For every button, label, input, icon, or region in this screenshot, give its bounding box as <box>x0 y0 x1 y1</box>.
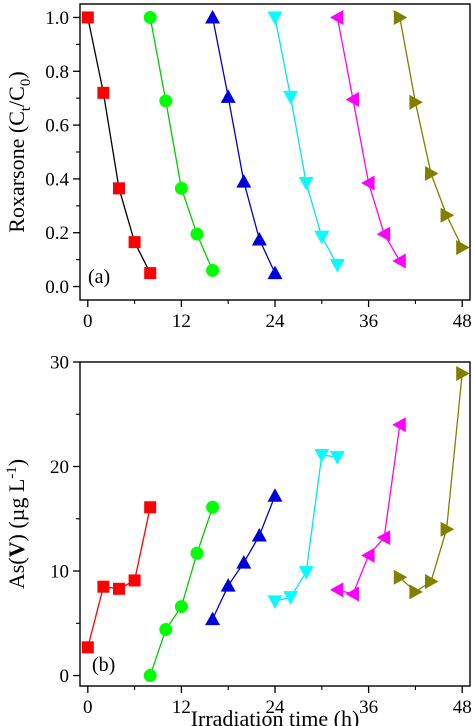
series-5-point <box>361 175 375 191</box>
x-tick-label: 36 <box>359 697 378 718</box>
series-3-line <box>211 17 276 274</box>
series-1-point <box>128 236 141 249</box>
x-tick-label: 12 <box>172 697 191 718</box>
series-1-point <box>81 11 94 24</box>
series-4-point <box>298 176 314 191</box>
series-5-point <box>376 226 391 242</box>
series-6-point <box>456 365 470 381</box>
series-3-point <box>236 555 252 569</box>
series-1-point <box>113 182 125 195</box>
series-1-point <box>97 580 110 593</box>
x-tick-label: 24 <box>266 311 286 332</box>
series-5-point <box>329 9 344 25</box>
series-5-point <box>345 92 359 108</box>
panel-label: (b) <box>92 654 115 676</box>
y-tick-label: 10 <box>50 562 69 583</box>
y-axis-label: Roxarsone (Ct/C0) <box>4 71 34 232</box>
plot-frame <box>79 3 471 301</box>
x-tick-label: 36 <box>359 311 378 332</box>
series-5-line <box>336 17 401 262</box>
series-4-point <box>283 90 299 105</box>
series-6-point <box>409 94 423 110</box>
y-tick-label: 20 <box>50 457 69 478</box>
panel-a: 0 12 24 36 48 0.0 0.2 0.4 0.6 0.8 1.0 Roxarsone (Ct… <box>4 3 472 332</box>
x-tick-label: 0 <box>83 697 93 718</box>
panel-b: 0 12 24 36 48 0 10 20 30 As(V) (µg L-1) Irradiatio… <box>4 353 472 726</box>
series-6-point <box>425 573 439 589</box>
series-2-point <box>143 10 157 24</box>
series-1-point <box>144 501 157 514</box>
series-6-point <box>456 240 470 256</box>
y-tick-label: 0.4 <box>45 169 69 190</box>
series-1-line <box>87 507 151 648</box>
x-axis-label: Irradiation time (h) <box>191 706 360 726</box>
series-4-point <box>329 259 345 273</box>
series-4-point <box>314 449 330 463</box>
series-2-point <box>143 669 157 683</box>
y-tick-label: 0.6 <box>45 116 69 137</box>
y-tick-label: 0.2 <box>45 223 69 244</box>
x-tick-label: 24 <box>266 697 286 718</box>
x-tick-label: 12 <box>172 311 191 332</box>
series-6-point <box>409 584 423 600</box>
series-6-point <box>393 9 408 25</box>
series-4-line <box>274 17 338 266</box>
series-1-point <box>81 641 94 654</box>
y-tick-label: 30 <box>50 353 69 374</box>
series-2-point <box>174 181 188 195</box>
series-1-point <box>128 574 141 587</box>
series-5-point <box>392 417 406 433</box>
series-2-point <box>206 500 220 514</box>
series-3-point <box>220 89 236 103</box>
series-4-point <box>267 11 283 25</box>
series-1-point <box>97 86 110 99</box>
y-tick-label: 0.8 <box>45 62 69 83</box>
panel-label: (a) <box>88 266 110 288</box>
series-2-point <box>174 600 188 614</box>
series-4-point <box>283 591 299 605</box>
x-tick-label: 0 <box>83 311 93 332</box>
series-3-point <box>251 231 267 246</box>
series-3-point <box>205 9 221 24</box>
series-6-line <box>399 17 463 248</box>
series-1-line <box>87 17 151 274</box>
series-6-point <box>440 207 455 223</box>
y-tick-label: 1.0 <box>45 8 69 29</box>
y-tick-label: 0.0 <box>45 277 69 298</box>
series-3-point <box>267 488 283 502</box>
x-tick-label: 48 <box>453 311 472 332</box>
series-2-line <box>149 507 214 676</box>
series-5-point <box>376 530 391 546</box>
series-2-point <box>159 623 173 637</box>
series-2-point <box>159 94 173 108</box>
x-tick-label: 48 <box>453 697 472 718</box>
series-1-point <box>144 267 157 280</box>
series-5-point <box>329 582 344 598</box>
series-2-point <box>206 263 220 277</box>
series-4-point <box>314 230 330 245</box>
y-tick-label: 0 <box>60 666 70 687</box>
series-2-point <box>190 546 204 560</box>
series-3-point <box>205 611 221 626</box>
series-5-point <box>361 547 375 563</box>
series-4-point <box>267 595 283 609</box>
series-1-point <box>113 582 125 595</box>
series-3-point <box>220 578 236 592</box>
series-4-point <box>298 566 314 580</box>
series-6-point <box>393 569 408 585</box>
series-3-point <box>251 527 267 542</box>
series-6-point <box>440 521 455 537</box>
series-3-point <box>236 174 252 188</box>
series-5-line <box>337 424 401 595</box>
series-6-point <box>425 166 439 182</box>
series-5-point <box>392 253 406 269</box>
series-6-line <box>399 373 463 593</box>
y-axis-label: As(V) (µg L-1) <box>4 459 29 589</box>
series-3-point <box>267 265 283 280</box>
series-4-point <box>329 451 345 465</box>
plot-frame <box>79 361 471 687</box>
series-5-point <box>345 586 359 602</box>
series-2-point <box>190 227 204 241</box>
